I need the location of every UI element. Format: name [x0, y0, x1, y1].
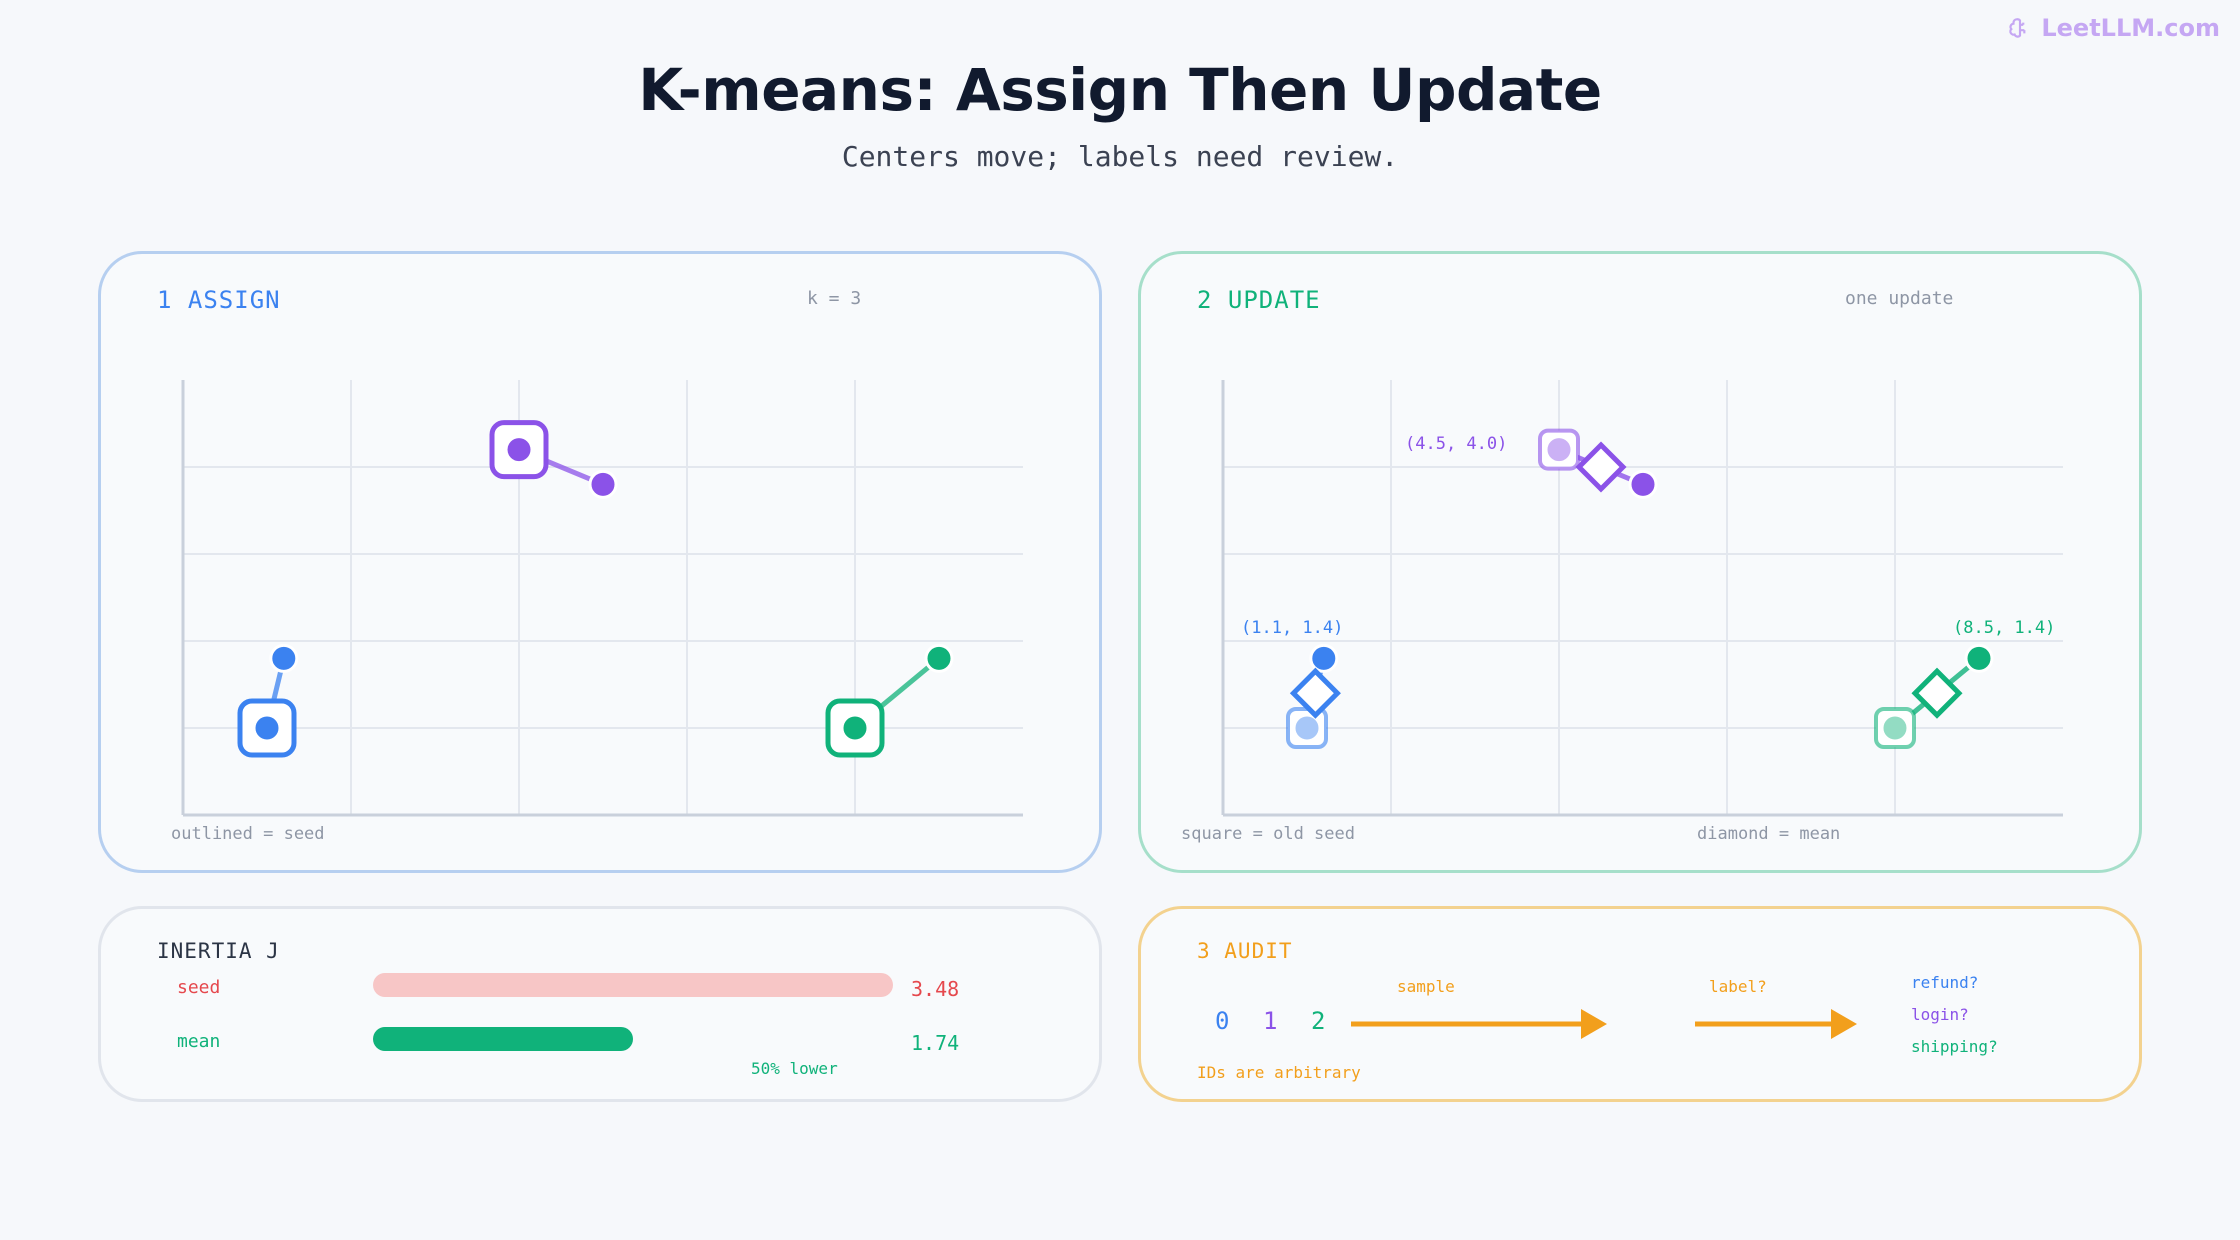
audit-note: IDs are arbitrary: [1197, 1063, 1361, 1082]
audit-arrows: [1351, 1009, 1857, 1039]
arrow-label-head: [1831, 1009, 1857, 1039]
mean-label-green: (8.5, 1.4): [1953, 618, 2056, 638]
inertia-seed-label: seed: [177, 977, 221, 998]
inertia-panel: INERTIA J seed mean 3.48 1.74 50% lower: [98, 906, 1102, 1102]
update-caption-right: diamond = mean: [1697, 824, 1841, 844]
audit-label-login: login?: [1911, 1005, 1969, 1024]
brand-text: LeetLLM.com: [2041, 14, 2220, 42]
inertia-mean-label: mean: [177, 1031, 221, 1052]
inertia-note: 50% lower: [751, 1059, 838, 1078]
point-purple-1: [588, 469, 618, 499]
mean-label-blue: (1.1, 1.4): [1241, 618, 1344, 638]
mean-diamond-green: [1911, 667, 1963, 719]
assign-note: k = 3: [807, 288, 862, 309]
step-sample-label: sample: [1397, 977, 1455, 996]
update-point-green-1: [1964, 643, 1994, 673]
assign-title: 1 ASSIGN: [157, 286, 281, 314]
assign-panel: 1 ASSIGN k = 3 outlined = seed: [98, 251, 1102, 873]
update-panel: 2 UPDATE one update square = old seed di…: [1138, 251, 2142, 873]
update-point-green-0: [1880, 713, 1910, 743]
inertia-seed-bar: [373, 973, 893, 997]
inertia-seed-value: 3.48: [911, 977, 960, 1001]
mean-diamond-blue: [1289, 667, 1341, 719]
point-green-0: [840, 713, 870, 743]
cluster-id-1: 1: [1263, 1007, 1278, 1035]
audit-panel: 3 AUDIT 0 1 2 sample label? refund? logi…: [1138, 906, 2142, 1102]
point-blue-0: [252, 713, 282, 743]
update-plot: [1221, 380, 2063, 817]
point-blue-1: [269, 643, 299, 673]
step-label-label: label?: [1709, 977, 1767, 996]
inertia-mean-bar: [373, 1027, 633, 1051]
brain-icon: [2009, 18, 2026, 38]
page-subtitle: Centers move; labels need review.: [841, 140, 1399, 173]
update-title: 2 UPDATE: [1197, 286, 1321, 314]
audit-title: 3 AUDIT: [1197, 939, 1293, 963]
mean-label-purple: (4.5, 4.0): [1405, 434, 1508, 454]
assign-plot: [181, 380, 1023, 817]
update-point-purple-1: [1628, 469, 1658, 499]
update-point-purple-0: [1544, 435, 1574, 465]
page-title: K-means: Assign Then Update: [638, 56, 1602, 124]
inertia-title: INERTIA J: [157, 939, 280, 963]
arrow-sample-head: [1581, 1009, 1607, 1039]
update-point-blue-1: [1309, 643, 1339, 673]
cluster-id-2: 2: [1311, 1007, 1326, 1035]
cluster-id-0: 0: [1215, 1007, 1230, 1035]
update-caption-left: square = old seed: [1181, 824, 1355, 844]
audit-label-refund: refund?: [1911, 973, 1979, 992]
assign-caption: outlined = seed: [171, 824, 325, 844]
update-point-blue-0: [1292, 713, 1322, 743]
point-green-1: [924, 643, 954, 673]
audit-label-shipping: shipping?: [1911, 1037, 1998, 1056]
point-purple-0: [504, 435, 534, 465]
inertia-mean-value: 1.74: [911, 1031, 960, 1055]
mean-diamond-purple: [1575, 441, 1627, 493]
brand-logo[interactable]: LeetLLM.com: [2007, 14, 2220, 42]
update-note: one update: [1845, 288, 1954, 309]
